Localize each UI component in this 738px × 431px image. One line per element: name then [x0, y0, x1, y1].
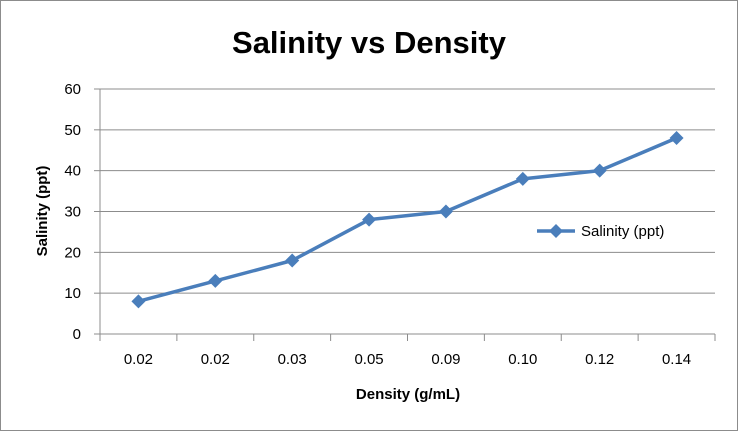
x-tick-label: 0.02: [201, 351, 230, 368]
y-tick-label: 40: [64, 163, 81, 180]
axes: [94, 88, 716, 341]
y-tick-label: 0: [73, 326, 81, 343]
legend-marker-diamond: [549, 224, 563, 238]
x-tick-labels: 0.02 0.02 0.03 0.05 0.09 0.10 0.12 0.14: [124, 351, 691, 368]
x-tick-label: 0.02: [124, 351, 153, 368]
data-point-diamond: [131, 294, 146, 309]
data-point-diamond: [592, 163, 607, 178]
chart-title: Salinity vs Density: [232, 25, 507, 60]
y-tick-labels: 0 10 20 30 40 50 60: [64, 81, 81, 343]
data-point-diamond: [362, 212, 377, 227]
x-tick-label: 0.10: [508, 351, 537, 368]
data-point-diamond: [669, 131, 684, 145]
series-line: [137, 136, 678, 304]
x-tick-label: 0.03: [278, 351, 307, 368]
x-tick-label: 0.05: [354, 351, 383, 368]
y-axis-title: Salinity (ppt): [34, 166, 51, 257]
gridlines: [100, 88, 715, 294]
data-point-diamond: [515, 171, 530, 186]
data-point-diamond: [285, 253, 300, 268]
x-tick-label: 0.12: [585, 351, 614, 368]
legend: Salinity (ppt): [537, 223, 664, 240]
y-tick-label: 60: [64, 81, 81, 98]
y-tick-label: 20: [64, 244, 81, 261]
data-point-diamond: [208, 273, 223, 288]
data-point-diamond: [438, 204, 453, 219]
y-tick-label: 50: [64, 122, 81, 139]
y-tick-label: 30: [64, 204, 81, 221]
x-tick-label: 0.14: [662, 351, 691, 368]
x-axis-title: Density (g/mL): [356, 386, 460, 403]
x-tick-label: 0.09: [431, 351, 460, 368]
series-salinity: [131, 131, 684, 309]
legend-label: Salinity (ppt): [581, 223, 664, 240]
y-tick-label: 10: [64, 285, 81, 302]
